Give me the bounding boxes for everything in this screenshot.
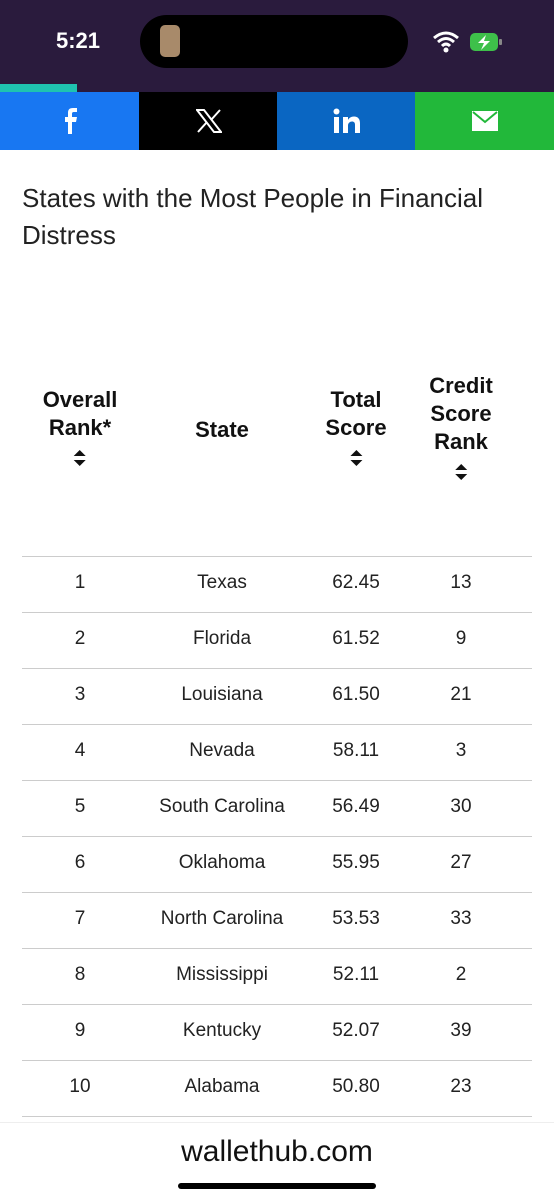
table-cell: 61.52 — [332, 628, 380, 649]
table-cell: 50.80 — [332, 1076, 380, 1097]
column-header[interactable]: Total Score — [325, 345, 387, 515]
table-cell: 1 — [74, 572, 86, 593]
row-divider — [22, 1004, 532, 1005]
table-cell: Mississippi — [176, 964, 268, 985]
table-cell: 3 — [74, 684, 86, 705]
table-cell: 5 — [74, 796, 86, 817]
table-cell: Florida — [192, 628, 252, 649]
row-divider — [22, 668, 532, 669]
table-cell: Louisiana — [181, 684, 263, 705]
table-cell: 30 — [450, 796, 472, 817]
row-divider — [22, 948, 532, 949]
footer: wallethub.com — [0, 1122, 554, 1201]
table-cell: Kentucky — [182, 1020, 262, 1041]
column-header[interactable]: Overall Rank* — [42, 345, 118, 515]
x-share[interactable] — [139, 92, 278, 150]
row-divider — [22, 892, 532, 893]
table-cell: North Carolina — [160, 908, 284, 929]
table-cell: 7 — [74, 908, 86, 929]
linkedin-share[interactable] — [277, 92, 416, 150]
row-divider — [22, 556, 532, 557]
table-cell: 39 — [450, 1020, 472, 1041]
header-text: Credit Score Rank — [429, 373, 493, 454]
table-cell: 3 — [455, 740, 467, 761]
table-cell: 27 — [450, 852, 472, 873]
row-divider — [22, 612, 532, 613]
row-divider — [22, 724, 532, 725]
table-cell: 56.49 — [332, 796, 380, 817]
table-cell: South Carolina — [159, 796, 285, 817]
table-cell: 52.07 — [332, 1020, 380, 1041]
header-text: Total Score — [325, 387, 387, 440]
facebook-share[interactable] — [0, 92, 139, 150]
data-table: Overall Rank* State Total Score Credit Scor… — [0, 345, 554, 1125]
sort-icon — [348, 446, 364, 474]
table-cell: 61.50 — [332, 684, 380, 705]
table-cell: 62.45 — [332, 572, 380, 593]
table-cell: 2 — [455, 964, 467, 985]
column-header[interactable]: Credit Score Rank — [429, 345, 493, 515]
status-bar: 5:21 — [0, 0, 554, 92]
dynamic-island — [140, 15, 408, 68]
site-url: wallethub.com — [181, 1135, 373, 1168]
sort-icon — [453, 460, 469, 488]
table-cell: 9 — [455, 628, 467, 649]
table-cell: 23 — [450, 1076, 472, 1097]
header-text: State — [195, 417, 249, 442]
home-indicator — [178, 1183, 376, 1189]
table-cell: 4 — [74, 740, 86, 761]
table-title: States with the Most People in Financial… — [22, 183, 484, 250]
row-divider — [22, 1116, 532, 1117]
table-cell: Nevada — [189, 740, 255, 761]
table-cell: 6 — [74, 852, 86, 873]
row-divider — [22, 836, 532, 837]
table-cell: 53.53 — [332, 908, 380, 929]
table-cell: 21 — [450, 684, 472, 705]
sort-icon — [72, 446, 88, 474]
table-cell: 9 — [74, 1020, 86, 1041]
table-cell: 55.95 — [332, 852, 380, 873]
table-cell: 58.11 — [332, 740, 380, 761]
header-text: Overall Rank* — [42, 387, 118, 440]
live-activity-icon — [160, 25, 180, 57]
table-cell: 33 — [450, 908, 472, 929]
column-header: State — [195, 345, 249, 515]
table-cell: 52.11 — [332, 964, 380, 985]
table-cell: 8 — [74, 964, 86, 985]
status-time: 5:21 — [56, 28, 101, 53]
status-icons — [433, 31, 502, 53]
row-divider — [22, 1060, 532, 1061]
table-cell: 13 — [450, 572, 472, 593]
progress-bar — [0, 84, 77, 92]
table-cell: 10 — [69, 1076, 91, 1097]
table-cell: Oklahoma — [178, 852, 266, 873]
table-cell: Alabama — [184, 1076, 260, 1097]
table-cell: Texas — [197, 572, 247, 593]
table-cell: 2 — [74, 628, 86, 649]
email-share[interactable] — [415, 92, 554, 150]
row-divider — [22, 780, 532, 781]
